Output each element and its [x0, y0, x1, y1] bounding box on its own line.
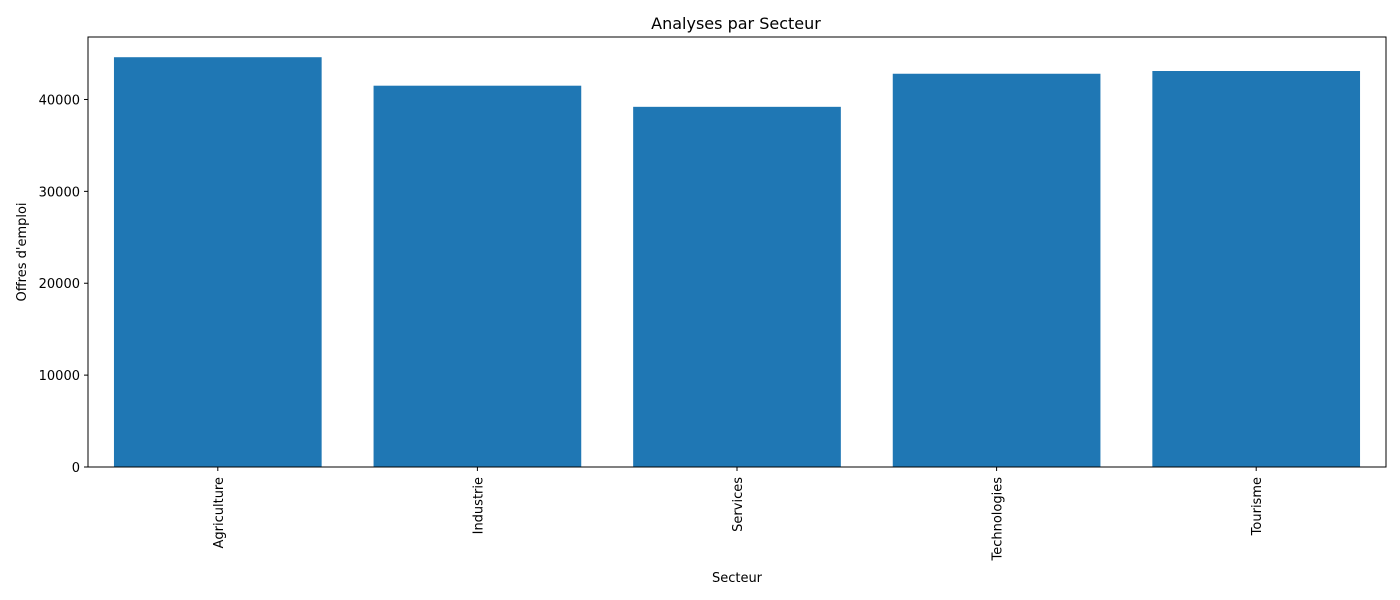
y-tick-label: 10000: [39, 369, 80, 384]
bar-industrie: [373, 85, 582, 467]
y-tick-label: 30000: [39, 185, 80, 200]
bar-services: [633, 106, 841, 467]
bar-tourisme: [1152, 71, 1361, 467]
x-axis-label: Secteur: [712, 571, 763, 586]
bars-group: [113, 57, 1361, 468]
x-tick-label: Agriculture: [212, 477, 227, 549]
y-axis-ticks: 0 10000 20000 30000 40000: [39, 93, 88, 476]
y-tick-label: 40000: [39, 93, 80, 108]
y-tick-label: 0: [72, 461, 80, 476]
x-tick-label: Tourisme: [1250, 477, 1265, 536]
x-tick-label: Services: [731, 477, 746, 532]
bar-technologies: [892, 73, 1101, 467]
y-tick-label: 20000: [39, 277, 80, 292]
x-tick-label: Industrie: [471, 477, 486, 534]
x-axis-ticks: Agriculture Industrie Services Technologies…: [212, 467, 1265, 562]
chart-title: Analyses par Secteur: [651, 14, 821, 33]
y-axis-label: Offres d'emploi: [15, 202, 30, 301]
plot-area-frame: [87, 36, 1387, 468]
x-tick-label: Technologies: [991, 477, 1006, 562]
bar-agriculture: [113, 57, 322, 468]
